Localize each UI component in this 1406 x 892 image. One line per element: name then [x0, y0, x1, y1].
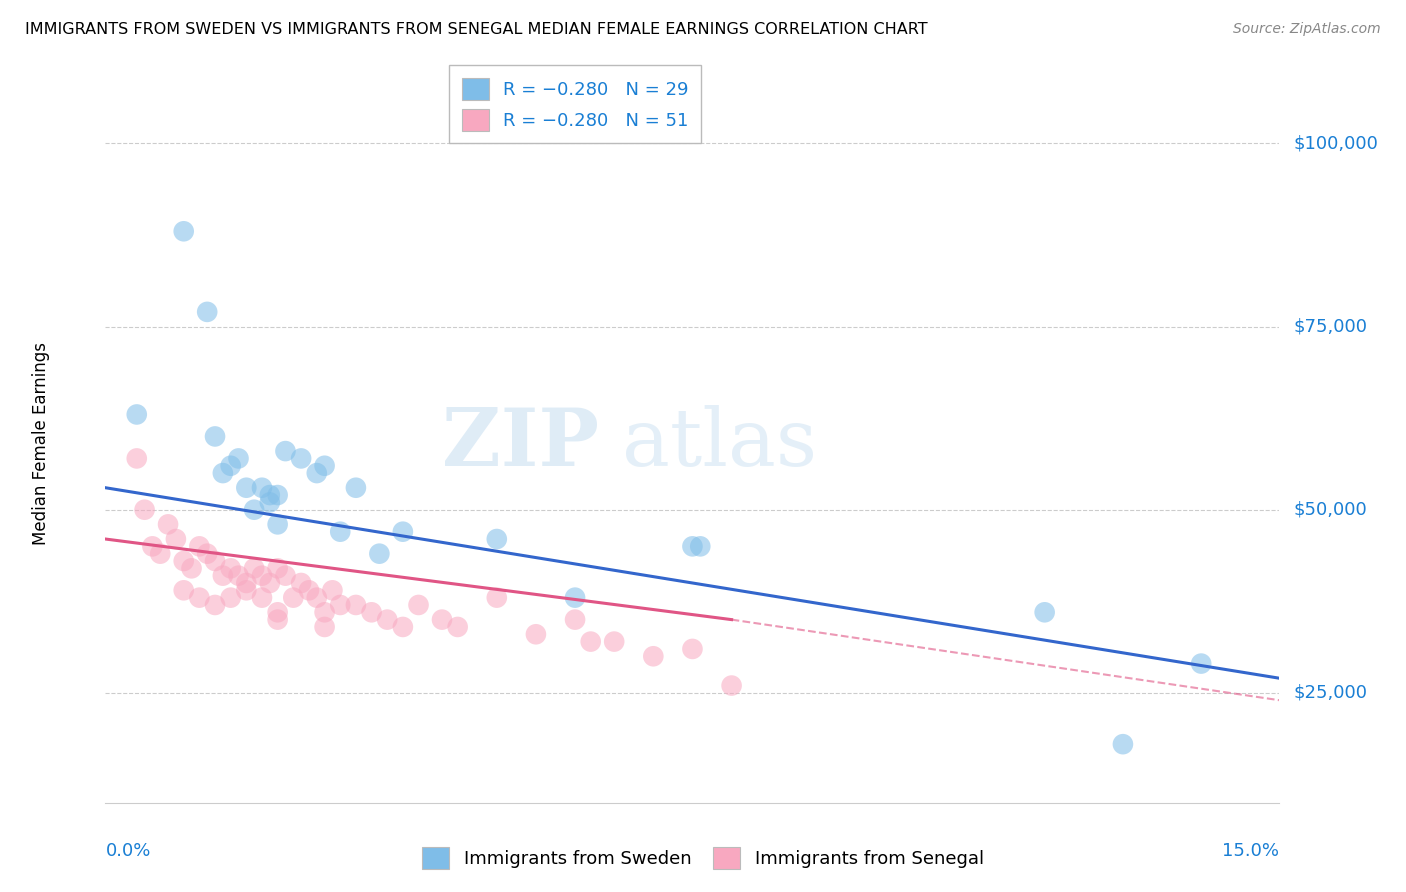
Text: $50,000: $50,000 — [1294, 500, 1367, 519]
Point — [603, 634, 626, 648]
Point — [485, 591, 508, 605]
Point — [141, 539, 163, 553]
Point — [243, 561, 266, 575]
Point — [266, 561, 288, 575]
Point — [266, 613, 288, 627]
Point — [204, 429, 226, 443]
Point — [259, 576, 281, 591]
Point — [564, 613, 586, 627]
Point — [157, 517, 180, 532]
Point — [392, 524, 415, 539]
Point — [219, 458, 242, 473]
Point — [689, 539, 711, 553]
Point — [579, 634, 602, 648]
Point — [250, 481, 273, 495]
Point — [274, 568, 297, 582]
Point — [368, 547, 391, 561]
Point — [235, 576, 257, 591]
Point — [329, 598, 352, 612]
Point — [283, 591, 305, 605]
Text: 0.0%: 0.0% — [105, 842, 150, 860]
Point — [720, 679, 742, 693]
Point — [360, 605, 382, 619]
Point — [259, 488, 281, 502]
Point — [344, 481, 367, 495]
Point — [1189, 657, 1212, 671]
Text: Median Female Earnings: Median Female Earnings — [32, 343, 49, 545]
Point — [1033, 605, 1056, 619]
Point — [290, 451, 312, 466]
Point — [180, 561, 202, 575]
Point — [125, 451, 148, 466]
Text: atlas: atlas — [621, 405, 817, 483]
Text: $25,000: $25,000 — [1294, 684, 1368, 702]
Point — [266, 488, 288, 502]
Point — [447, 620, 470, 634]
Point — [375, 613, 398, 627]
Text: Source: ZipAtlas.com: Source: ZipAtlas.com — [1233, 22, 1381, 37]
Point — [125, 408, 148, 422]
Point — [173, 583, 195, 598]
Point — [274, 444, 297, 458]
Point — [392, 620, 415, 634]
Point — [165, 532, 187, 546]
Point — [321, 583, 343, 598]
Point — [195, 305, 218, 319]
Point — [195, 547, 218, 561]
Point — [314, 458, 336, 473]
Point — [682, 539, 704, 553]
Point — [250, 591, 273, 605]
Point — [173, 224, 195, 238]
Point — [314, 620, 336, 634]
Point — [228, 451, 250, 466]
Text: ZIP: ZIP — [441, 405, 599, 483]
Text: $100,000: $100,000 — [1294, 135, 1378, 153]
Point — [235, 583, 257, 598]
Point — [290, 576, 312, 591]
Point — [305, 466, 328, 480]
Point — [228, 568, 250, 582]
Point — [204, 598, 226, 612]
Point — [259, 495, 281, 509]
Point — [305, 591, 328, 605]
Point — [430, 613, 453, 627]
Legend: Immigrants from Sweden, Immigrants from Senegal: Immigrants from Sweden, Immigrants from … — [413, 838, 993, 879]
Text: IMMIGRANTS FROM SWEDEN VS IMMIGRANTS FROM SENEGAL MEDIAN FEMALE EARNINGS CORRELA: IMMIGRANTS FROM SWEDEN VS IMMIGRANTS FRO… — [25, 22, 928, 37]
Point — [564, 591, 586, 605]
Point — [188, 591, 211, 605]
Point — [235, 481, 257, 495]
Point — [344, 598, 367, 612]
Legend: R = −0.280   N = 29, R = −0.280   N = 51: R = −0.280 N = 29, R = −0.280 N = 51 — [449, 65, 702, 144]
Point — [211, 466, 233, 480]
Point — [485, 532, 508, 546]
Point — [149, 547, 172, 561]
Point — [1112, 737, 1135, 751]
Point — [211, 568, 233, 582]
Text: $75,000: $75,000 — [1294, 318, 1368, 335]
Text: 15.0%: 15.0% — [1222, 842, 1279, 860]
Point — [173, 554, 195, 568]
Point — [408, 598, 430, 612]
Point — [298, 583, 321, 598]
Point — [643, 649, 665, 664]
Point — [266, 517, 288, 532]
Point — [219, 591, 242, 605]
Point — [329, 524, 352, 539]
Point — [243, 502, 266, 516]
Point — [266, 605, 288, 619]
Point — [314, 605, 336, 619]
Point — [219, 561, 242, 575]
Point — [682, 642, 704, 657]
Point — [134, 502, 156, 516]
Point — [188, 539, 211, 553]
Point — [524, 627, 547, 641]
Point — [204, 554, 226, 568]
Point — [250, 568, 273, 582]
